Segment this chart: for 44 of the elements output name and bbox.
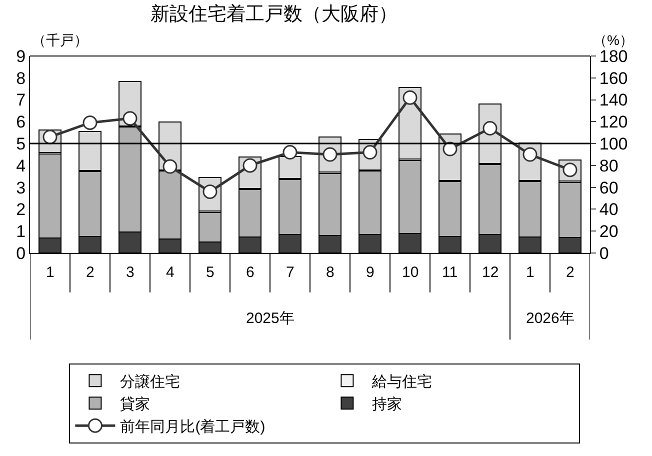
y2-tick-label: 40 [599, 200, 618, 220]
y-tick-label: 7 [16, 90, 26, 110]
x-tick-label: 1 [526, 264, 534, 281]
x-tick-label: 12 [482, 264, 499, 281]
y-tick-label: 6 [16, 112, 26, 132]
y2-tick-label: 0 [599, 244, 609, 263]
x-tick-label: 3 [126, 264, 134, 281]
x-tick-label: 9 [366, 264, 374, 281]
y-tick-label: 8 [16, 68, 26, 88]
x-tick-label: 6 [246, 264, 254, 281]
y2-tick-label: 140 [599, 90, 628, 110]
x-tick-label: 2 [86, 264, 94, 281]
y-tick-label: 9 [16, 46, 26, 66]
x-tick-label: 7 [286, 264, 294, 281]
y2-tick-label: 80 [599, 156, 618, 176]
y2-axis-title: （%） [593, 32, 634, 48]
legend-label: 持家 [372, 396, 402, 413]
y-tick-label: 1 [16, 222, 26, 242]
y-tick-label: 3 [16, 178, 26, 198]
y-tick-label: 5 [16, 134, 26, 154]
y2-tick-label: 100 [599, 134, 628, 154]
x-tick-label: 5 [206, 264, 214, 281]
x-tick-label: 2 [566, 264, 574, 281]
text: 2025年 [246, 310, 294, 327]
y2-tick-label: 20 [599, 222, 618, 242]
x-tick-label: 11 [442, 264, 458, 281]
legend-label: 給与住宅 [371, 373, 432, 390]
y-tick-label: 2 [16, 200, 26, 220]
y2-tick-label: 160 [599, 68, 628, 88]
y2-tick-label: 180 [599, 46, 628, 66]
y-axis-title: （千戸） [32, 32, 88, 48]
legend-label: 貸家 [120, 396, 150, 413]
text: 2026年 [526, 310, 574, 327]
x-tick-label: 10 [402, 264, 419, 281]
x-tick-label: 1 [46, 264, 54, 281]
y-tick-label: 4 [16, 156, 26, 176]
y2-tick-label: 120 [599, 112, 628, 132]
x-tick-label: 4 [166, 264, 174, 281]
y-tick-label: 0 [16, 244, 26, 263]
legend-label: 分譲住宅 [120, 373, 180, 390]
x-tick-label: 8 [326, 264, 334, 281]
chart-title: 新設住宅着工戸数（大阪府） [150, 3, 398, 26]
legend-label: 前年同月比(着工戸数) [120, 418, 266, 436]
y2-tick-label: 60 [599, 178, 618, 198]
